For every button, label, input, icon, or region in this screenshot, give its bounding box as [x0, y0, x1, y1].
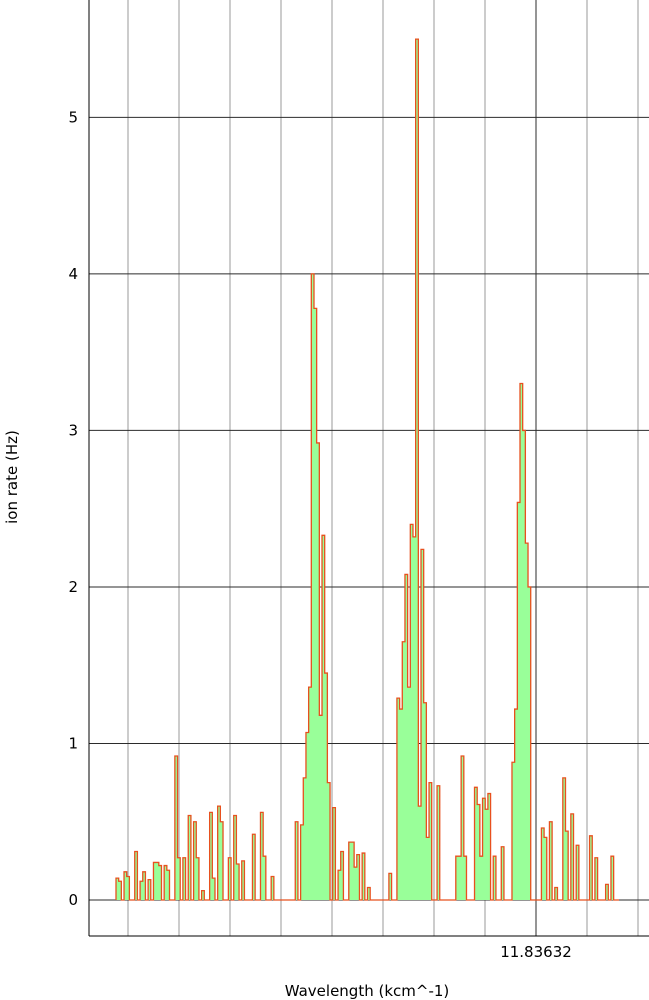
y-axis-title: ion rate (Hz)	[3, 430, 21, 524]
axes	[88, 0, 649, 937]
y-tick-label: 3	[68, 421, 78, 439]
y-tick-label: 1	[68, 734, 78, 752]
tick-labels: 11.83632 0 1 2 3 4 5	[68, 108, 571, 961]
y-tick-label: 4	[68, 265, 78, 283]
plot-area	[115, 38, 619, 901]
y-tick-label: 2	[68, 578, 78, 596]
x-axis-title: Wavelength (kcm^-1)	[285, 982, 450, 1000]
spectrum-step-line	[115, 38, 619, 901]
y-tick-label: 5	[68, 108, 78, 126]
x-tick-label: 11.83632	[500, 943, 572, 961]
y-tick-label: 0	[68, 891, 78, 909]
spectrum-area-fill	[116, 39, 619, 900]
